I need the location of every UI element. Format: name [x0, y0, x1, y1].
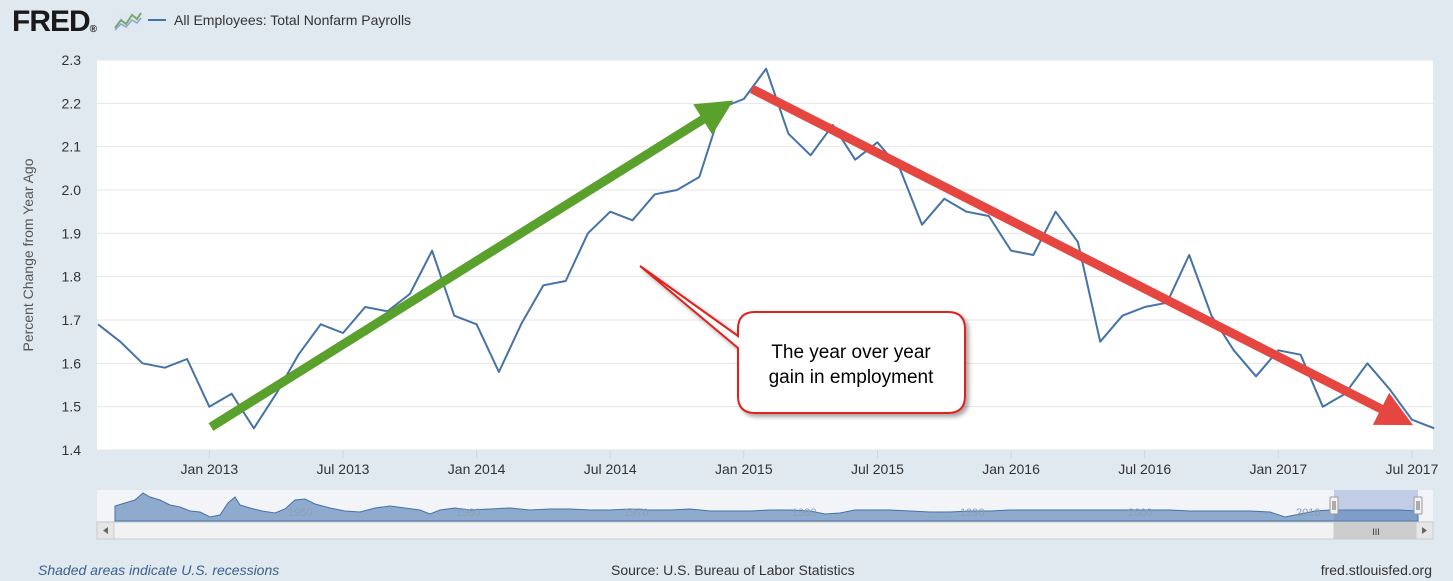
x-axis-ticks: Jan 2013 Jul 2013 Jan 2014 Jul 2014 Jan 2015… — [181, 450, 1439, 477]
x-tick-label: Jul 2017 — [1385, 461, 1438, 477]
navigator-label: 1970 — [624, 507, 648, 519]
navigator-right-handle[interactable] — [1413, 496, 1423, 515]
callout-line-1: The year over year — [771, 342, 931, 363]
callout-bubble — [639, 265, 966, 414]
x-tick-label: Jan 2016 — [982, 461, 1040, 477]
scroll-left-icon — [103, 527, 108, 534]
y-tick-label: 2.1 — [62, 139, 82, 155]
x-tick-label: Jan 2015 — [715, 461, 773, 477]
scrollbar-grip: III — [1372, 527, 1380, 537]
navigator-series — [114, 492, 1419, 522]
scrollbar-track[interactable] — [96, 521, 1434, 540]
x-tick-label: Jan 2014 — [448, 461, 506, 477]
x-tick-label: Jan 2017 — [1250, 461, 1308, 477]
logo-registered-mark: ® — [89, 24, 97, 35]
legend-swatch — [148, 19, 166, 21]
navigator-label: 1990 — [960, 507, 984, 519]
navigator-label: 1950 — [288, 507, 312, 519]
fred-logo[interactable]: FRED® — [12, 4, 97, 40]
x-tick-label: Jul 2016 — [1118, 461, 1171, 477]
chart-legend[interactable]: All Employees: Total Nonfarm Payrolls — [148, 12, 411, 28]
down-trend-arrow — [749, 84, 1414, 426]
x-tick-label: Jul 2015 — [851, 461, 904, 477]
y-tick-label: 1.7 — [62, 312, 82, 328]
x-tick-label: Jul 2013 — [317, 461, 370, 477]
y-tick-label: 2.3 — [62, 52, 82, 68]
scrollbar[interactable]: III — [96, 521, 1434, 540]
scroll-right-icon — [1422, 527, 1427, 534]
y-tick-label: 2.0 — [62, 182, 82, 198]
y-tick-label: 1.5 — [62, 399, 82, 415]
up-trend-arrow — [208, 100, 734, 431]
navigator-selected-range[interactable] — [1334, 490, 1418, 521]
navigator-label: 1980 — [792, 507, 816, 519]
source-note: Source: U.S. Bureau of Labor Statistics — [611, 562, 855, 578]
x-tick-label: Jan 2013 — [181, 461, 239, 477]
y-tick-label: 2.2 — [62, 95, 82, 111]
navigator-label: 1960 — [456, 507, 480, 519]
navigator-label: 2000 — [1128, 507, 1152, 519]
navigator-decade-labels: 1950 1960 1970 1980 1990 2000 2010 — [288, 507, 1320, 519]
navigator-label: 2010 — [1296, 507, 1320, 519]
series-line[interactable] — [97, 67, 1435, 430]
y-tick-label: 1.6 — [62, 355, 82, 371]
logo-text: FRED — [12, 5, 91, 38]
y-axis-ticks: 1.4 1.5 1.6 1.7 1.8 1.9 2.0 2.1 2.2 2.3 — [62, 52, 82, 458]
y-tick-label: 1.9 — [62, 225, 82, 241]
x-tick-label: Jul 2014 — [584, 461, 637, 477]
y-axis-label: Percent Change from Year Ago — [20, 158, 36, 351]
legend-label: All Employees: Total Nonfarm Payrolls — [174, 12, 412, 28]
fred-chart-icon — [113, 10, 143, 32]
callout-line-2: gain in employment — [769, 367, 934, 388]
y-tick-label: 1.8 — [62, 269, 82, 285]
navigator-left-handle[interactable] — [1329, 496, 1339, 515]
fred-url-link[interactable]: fred.stlouisfed.org — [1320, 562, 1432, 578]
y-tick-label: 1.4 — [62, 442, 82, 458]
navigator[interactable]: 1950 1960 1970 1980 1990 2000 2010 — [97, 490, 1433, 522]
recession-note[interactable]: Shaded areas indicate U.S. recessions — [38, 562, 280, 578]
